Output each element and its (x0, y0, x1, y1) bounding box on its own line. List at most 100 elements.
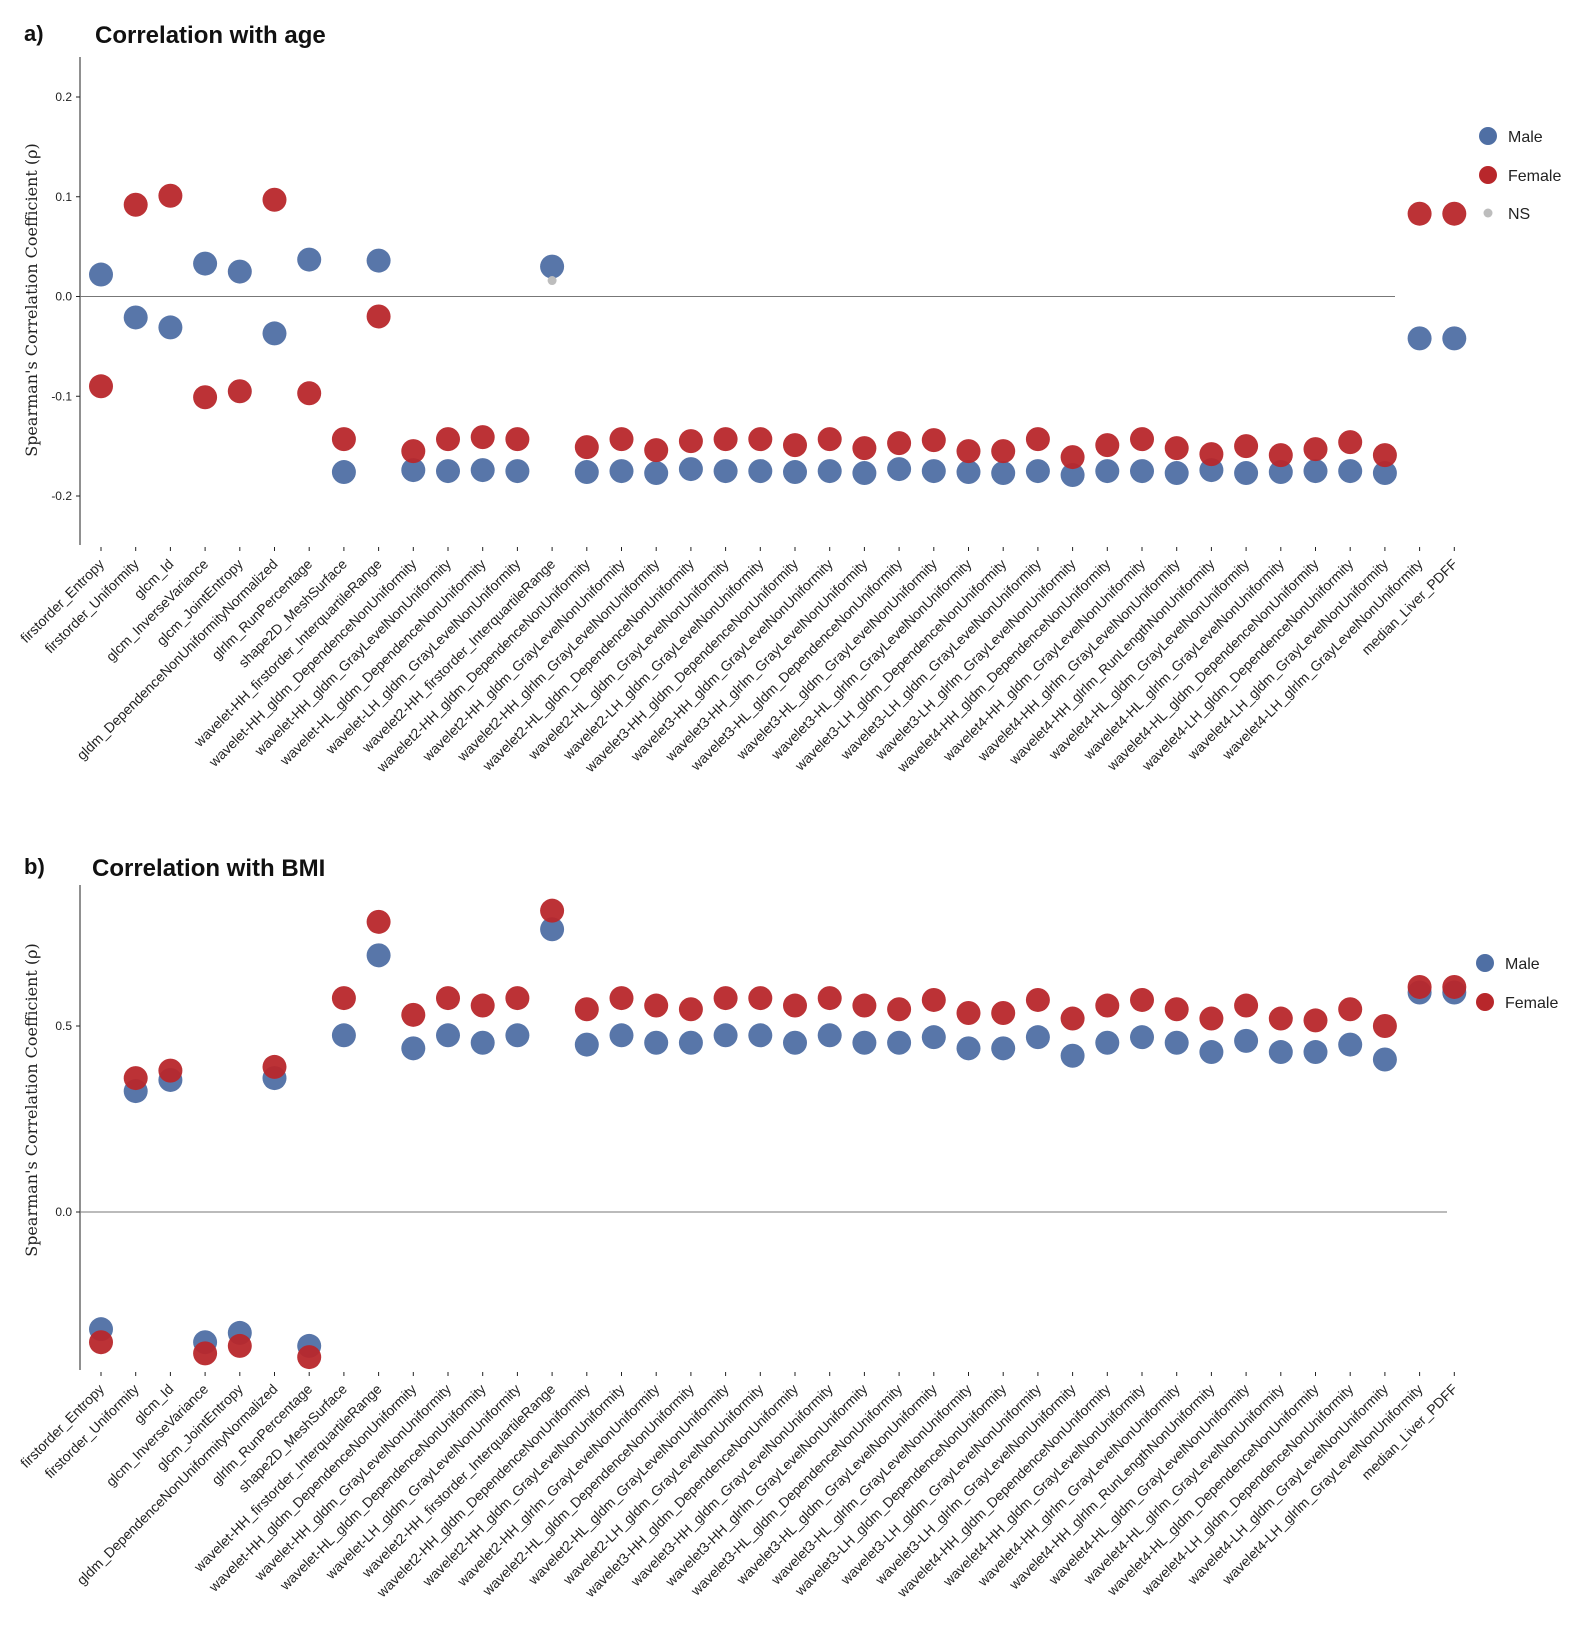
point-female (1234, 993, 1259, 1018)
legend-male-label: Male (1508, 129, 1543, 146)
point-male (713, 1023, 738, 1048)
point-female (540, 898, 565, 923)
panel-a-label: a) (24, 21, 44, 46)
point-female (748, 986, 773, 1011)
point-male (1060, 1043, 1085, 1068)
point-male (956, 460, 981, 485)
legend-ns-label: NS (1508, 206, 1530, 223)
point-female (991, 439, 1016, 464)
point-male (1372, 461, 1397, 486)
point-male (505, 459, 530, 484)
point-male (1407, 326, 1432, 351)
point-female (262, 1054, 287, 1079)
point-female (783, 993, 807, 1018)
point-male (1268, 1040, 1293, 1065)
point-female (331, 427, 356, 452)
point-female (158, 183, 183, 208)
point-female (401, 439, 426, 464)
point-female (921, 428, 946, 453)
point-female-ns (547, 276, 557, 286)
point-male (470, 1030, 495, 1055)
point-male (470, 458, 495, 483)
point-male (574, 460, 599, 485)
point-female (1164, 436, 1189, 461)
point-male (921, 1025, 946, 1050)
point-male (644, 1030, 669, 1055)
point-female (991, 1000, 1016, 1025)
panel-b-plot-area: 0.00.5firstorder_Entropyfirstorder_Unifo… (17, 898, 1467, 1601)
point-female (262, 187, 287, 212)
point-male (1338, 1032, 1363, 1057)
point-female (505, 986, 530, 1011)
point-female (227, 379, 252, 404)
point-female (956, 439, 981, 464)
point-female (1060, 1006, 1085, 1031)
point-male (1234, 1028, 1259, 1053)
point-female (366, 909, 391, 934)
legend-female-label: Female (1508, 168, 1561, 185)
point-male (297, 247, 322, 272)
point-female (609, 986, 634, 1011)
point-male (817, 1023, 842, 1048)
panel-b-legend: Male Female (1476, 954, 1558, 1012)
panel-a-title: Correlation with age (95, 22, 326, 49)
point-female (1095, 433, 1120, 458)
panel-b-y-axis-label: Spearman's Correlation Coefficient (ρ) (22, 943, 41, 1257)
point-female (817, 986, 842, 1011)
point-female (366, 304, 391, 329)
point-female (1234, 434, 1259, 459)
point-male (887, 1030, 912, 1055)
point-female (1164, 997, 1189, 1022)
point-female (227, 1333, 252, 1358)
point-male (1060, 463, 1085, 488)
point-female (297, 381, 322, 406)
point-male (852, 461, 877, 486)
point-female (644, 438, 669, 463)
point-female (436, 427, 460, 452)
point-female (1303, 1008, 1328, 1033)
point-male (1338, 459, 1363, 484)
point-female (817, 427, 842, 452)
point-female (783, 433, 807, 458)
point-male (1164, 1030, 1189, 1055)
point-female (1130, 427, 1154, 452)
point-male (817, 459, 842, 484)
point-male (748, 459, 773, 484)
point-female (1199, 1006, 1224, 1031)
point-male (505, 1023, 530, 1048)
point-female (887, 997, 912, 1022)
panel-a-plot-area: -0.2-0.10.00.10.2firstorder_Entropyfirst… (17, 90, 1467, 776)
point-male (713, 459, 738, 484)
point-male (678, 1030, 703, 1055)
point-male (262, 321, 287, 346)
point-female (1303, 437, 1328, 462)
point-male (1442, 326, 1467, 351)
point-female (956, 1000, 981, 1025)
y-tick-label: 0.1 (55, 190, 72, 204)
point-male (331, 460, 356, 485)
panel-age: a) Correlation with age Spearman's Corre… (17, 21, 1561, 776)
point-female (505, 427, 530, 452)
point-female (644, 993, 669, 1018)
point-male (887, 457, 912, 482)
point-male (401, 458, 426, 483)
point-female (1372, 1014, 1397, 1038)
point-male (574, 1032, 599, 1057)
point-male (1025, 459, 1050, 484)
point-female (1060, 445, 1085, 470)
point-female (748, 427, 773, 452)
point-male (1025, 1025, 1050, 1050)
point-female (852, 993, 877, 1018)
point-female (887, 431, 912, 456)
point-male (783, 1030, 807, 1055)
legend-male-swatch (1479, 127, 1497, 145)
point-male (1303, 1040, 1328, 1065)
point-female (470, 993, 495, 1018)
point-male (540, 917, 565, 942)
point-male (678, 457, 703, 482)
point-female (678, 429, 703, 454)
point-male (1303, 459, 1328, 484)
legend-female-swatch (1476, 993, 1494, 1011)
point-male (991, 461, 1016, 486)
